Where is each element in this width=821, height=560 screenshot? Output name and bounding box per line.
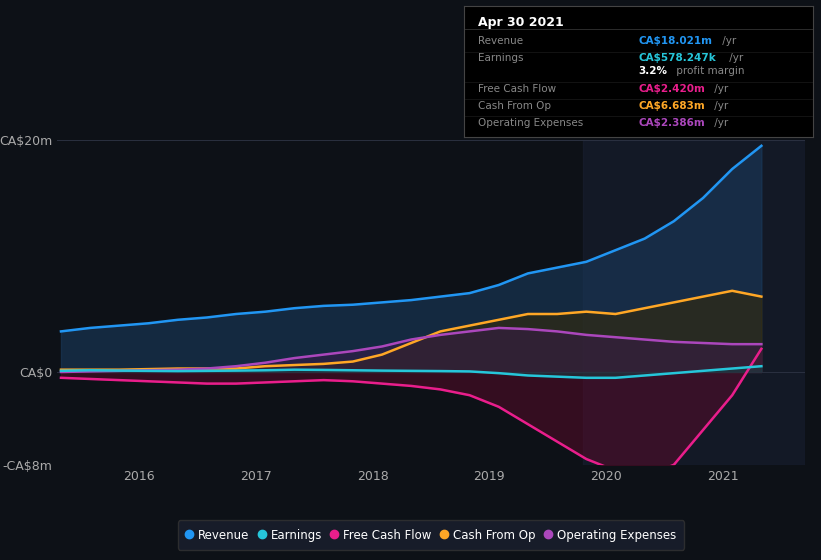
Text: CA$578.247k: CA$578.247k [639,53,716,63]
Bar [583,140,805,465]
Text: CA$2.420m: CA$2.420m [639,83,705,94]
Text: CA$2.386m: CA$2.386m [639,118,705,128]
Text: profit margin: profit margin [672,67,744,76]
Legend: Revenue, Earnings, Free Cash Flow, Cash From Op, Operating Expenses: Revenue, Earnings, Free Cash Flow, Cash … [178,520,684,550]
Text: 3.2%: 3.2% [639,67,667,76]
Text: Earnings: Earnings [478,53,523,63]
Text: Cash From Op: Cash From Op [478,101,551,111]
Text: Revenue: Revenue [478,36,523,46]
Text: Apr 30 2021: Apr 30 2021 [478,16,563,29]
Text: CA$18.021m: CA$18.021m [639,36,713,46]
Text: /yr: /yr [718,36,736,46]
Text: Operating Expenses: Operating Expenses [478,118,583,128]
Text: /yr: /yr [711,101,728,111]
Text: /yr: /yr [711,118,728,128]
Text: /yr: /yr [727,53,744,63]
Text: CA$6.683m: CA$6.683m [639,101,705,111]
Text: Free Cash Flow: Free Cash Flow [478,83,556,94]
Text: /yr: /yr [711,83,728,94]
